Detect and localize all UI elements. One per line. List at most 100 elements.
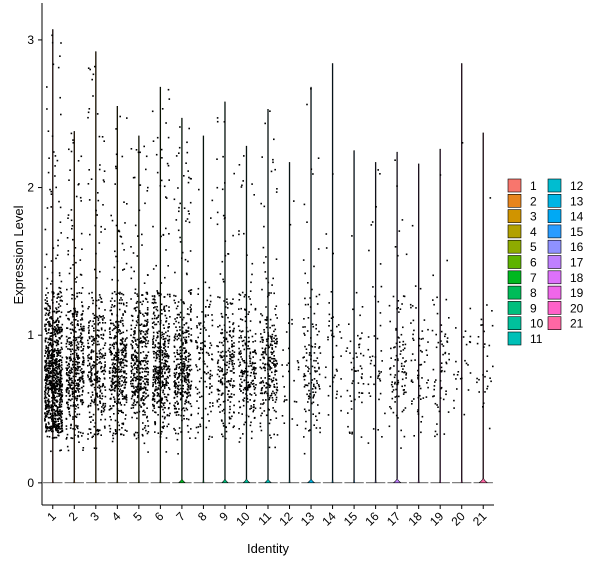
point [273, 409, 276, 412]
point [361, 306, 364, 308]
point [274, 335, 277, 337]
x-tick-label: 7 [173, 509, 188, 524]
point [100, 231, 102, 233]
point [420, 431, 422, 434]
point [315, 295, 318, 298]
point [158, 371, 161, 373]
point [73, 254, 75, 257]
point [100, 337, 103, 339]
point [80, 350, 83, 352]
point [154, 411, 156, 413]
point [53, 151, 55, 153]
point [340, 409, 342, 412]
point [182, 365, 185, 368]
point [427, 328, 429, 331]
point [165, 359, 167, 362]
point [108, 328, 111, 330]
point [77, 403, 79, 406]
point [374, 356, 377, 358]
point [189, 289, 192, 292]
point [57, 342, 59, 344]
point [47, 355, 49, 358]
point [121, 384, 124, 386]
point [76, 347, 79, 349]
point [81, 377, 84, 379]
point [165, 350, 167, 353]
point [177, 334, 180, 336]
point [368, 249, 370, 252]
point [325, 233, 328, 235]
point [481, 324, 484, 326]
point [152, 403, 154, 406]
point [216, 373, 219, 376]
point [54, 378, 57, 381]
x-tick-label: 5 [130, 509, 145, 524]
point [96, 113, 99, 115]
point [211, 199, 214, 202]
point [59, 349, 62, 351]
point [89, 405, 92, 407]
point [390, 383, 393, 386]
point [253, 417, 256, 419]
points-12 [281, 200, 300, 426]
point [421, 415, 424, 418]
point [313, 424, 315, 426]
point [113, 266, 116, 269]
point [136, 369, 139, 371]
point [400, 429, 402, 432]
point [355, 370, 357, 372]
point [54, 399, 56, 402]
point [288, 303, 290, 306]
point [77, 324, 79, 327]
point [245, 326, 248, 329]
point [49, 338, 52, 341]
point [135, 360, 138, 363]
point [115, 371, 117, 373]
point [175, 411, 178, 414]
point [59, 373, 62, 375]
point [103, 425, 106, 428]
legend-item-8: 8 [507, 285, 537, 300]
point [229, 405, 231, 408]
point [71, 312, 74, 315]
point [70, 378, 73, 380]
point [136, 346, 139, 349]
point [325, 247, 328, 249]
point [151, 295, 154, 297]
point [270, 394, 273, 397]
point [167, 371, 170, 373]
point [197, 426, 200, 428]
point [56, 355, 58, 357]
point [53, 374, 56, 377]
point [184, 378, 187, 381]
point [98, 377, 100, 379]
point [453, 373, 455, 376]
point [483, 346, 485, 348]
point [445, 390, 447, 392]
point [130, 246, 132, 248]
point [58, 320, 60, 322]
point [102, 333, 105, 336]
point [491, 324, 494, 327]
point [48, 322, 50, 325]
point [245, 370, 247, 373]
point [56, 376, 59, 379]
point [56, 361, 58, 363]
point [243, 423, 245, 426]
point [158, 330, 160, 333]
point [142, 434, 144, 437]
point [95, 252, 97, 255]
point [53, 355, 56, 358]
point [360, 436, 363, 438]
point [114, 381, 117, 383]
point [211, 374, 213, 377]
point [98, 135, 101, 138]
point [77, 431, 80, 433]
point [121, 354, 123, 356]
point [117, 398, 120, 401]
point [394, 359, 397, 361]
point [146, 329, 149, 332]
point [224, 363, 226, 365]
point [116, 394, 119, 397]
point [303, 203, 306, 206]
